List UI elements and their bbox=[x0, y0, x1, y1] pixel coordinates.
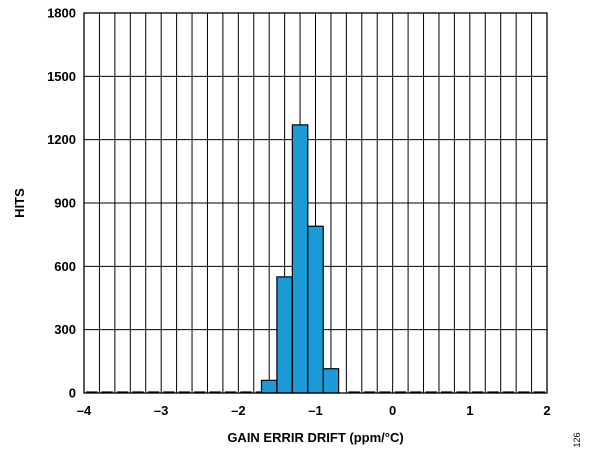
histogram-bar bbox=[291, 124, 309, 394]
y-tick-label: 1800 bbox=[47, 6, 76, 21]
y-tick-label: 1200 bbox=[47, 132, 76, 147]
histogram-bars bbox=[260, 124, 340, 394]
plot-frame bbox=[83, 12, 548, 394]
y-axis-title: HITS bbox=[12, 188, 27, 218]
x-tick-label: 1 bbox=[466, 403, 473, 418]
x-tick-label: –4 bbox=[77, 403, 92, 418]
histogram-bar bbox=[322, 368, 340, 394]
x-tick-labels: –4 –3 –2 –1 0 1 2 bbox=[77, 403, 551, 418]
x-tick-label: –3 bbox=[154, 403, 168, 418]
histogram-bar bbox=[276, 276, 293, 394]
x-tick-label: –1 bbox=[308, 403, 322, 418]
y-tick-label: 0 bbox=[69, 386, 76, 401]
y-tick-label: 1500 bbox=[47, 69, 76, 84]
y-tick-labels: 0 300 600 900 1200 1500 1800 bbox=[47, 6, 76, 401]
x-tick-label: 2 bbox=[543, 403, 550, 418]
histogram-bar bbox=[260, 379, 278, 394]
x-tick-label: 0 bbox=[389, 403, 396, 418]
figure-number: 126 bbox=[572, 432, 582, 447]
y-tick-label: 300 bbox=[54, 322, 76, 337]
y-tick-label: 600 bbox=[54, 259, 76, 274]
x-axis-title: GAIN ERRIR DRIFT (ppm/°C) bbox=[227, 430, 403, 445]
histogram-bar bbox=[307, 225, 324, 394]
x-tick-label: –2 bbox=[231, 403, 245, 418]
y-tick-label: 900 bbox=[54, 196, 76, 211]
